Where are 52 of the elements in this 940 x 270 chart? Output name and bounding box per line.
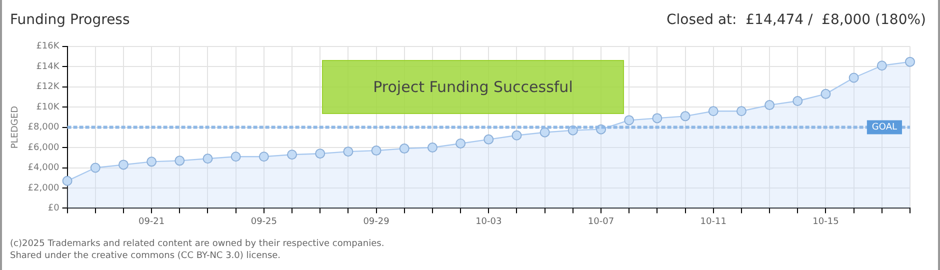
x-tick-label: 10-03 [476, 216, 502, 227]
x-tick-label: 10-11 [700, 216, 726, 227]
ref-line-label: GOAL [872, 122, 898, 133]
chart-subtitle: Closed at: £14,474 / £8,000 (180%) [666, 12, 926, 28]
point [652, 113, 662, 124]
success-banner: Project Funding Successful [322, 60, 624, 114]
point [315, 148, 326, 159]
y-tick-label: £16K [36, 42, 60, 52]
x-tick-label: 09-29 [363, 216, 390, 227]
x-tick-label: 09-21 [138, 216, 165, 227]
y-tick-label: £4,000 [28, 163, 60, 174]
point [680, 111, 690, 122]
point [456, 138, 466, 148]
point [90, 162, 100, 173]
x-tick-label: 10-15 [812, 216, 839, 227]
y-axis-title: PLEDGED [10, 106, 21, 149]
chart-title: Funding Progress [10, 12, 130, 28]
point [820, 88, 831, 99]
y-tick-label: £10K [36, 102, 60, 112]
point [174, 156, 185, 166]
x-tick-label: 10-07 [588, 216, 614, 227]
y-tick-label: £14K [36, 62, 60, 72]
point [512, 130, 522, 140]
point [371, 146, 382, 156]
y-tick-label: £12K [36, 82, 60, 92]
point [540, 127, 550, 138]
point [146, 156, 157, 167]
point [876, 60, 887, 71]
point [287, 150, 298, 160]
text: Shared under the creative commons (CC BY-NC 3.0) license. [10, 250, 282, 262]
point [62, 176, 72, 186]
x-tick-label: 09-25 [250, 216, 277, 227]
y-tick-label: £2,000 [28, 183, 60, 194]
point [792, 96, 803, 106]
point [427, 142, 438, 153]
point [202, 154, 213, 164]
point [343, 146, 354, 157]
y-tick-label: £8,000 [28, 122, 60, 133]
point [399, 144, 410, 154]
y-tick-label: £6,000 [28, 142, 60, 153]
point [624, 115, 634, 126]
point [230, 152, 241, 162]
point [708, 106, 718, 116]
point [484, 134, 494, 144]
point [736, 106, 746, 116]
point [848, 72, 859, 83]
point [905, 56, 915, 67]
text: (c)2025 Trademarks and related content are owned by their respective companies. [10, 239, 384, 249]
point [118, 160, 128, 170]
point [764, 100, 775, 110]
point [258, 152, 269, 162]
y-tick-label: £0 [48, 204, 60, 214]
